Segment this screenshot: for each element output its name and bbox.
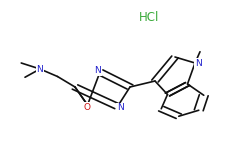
Text: HCl: HCl (138, 11, 159, 24)
Text: O: O (84, 103, 91, 112)
Text: N: N (94, 66, 101, 75)
Text: N: N (36, 64, 44, 74)
Text: N: N (194, 58, 202, 68)
Text: N: N (116, 103, 123, 112)
